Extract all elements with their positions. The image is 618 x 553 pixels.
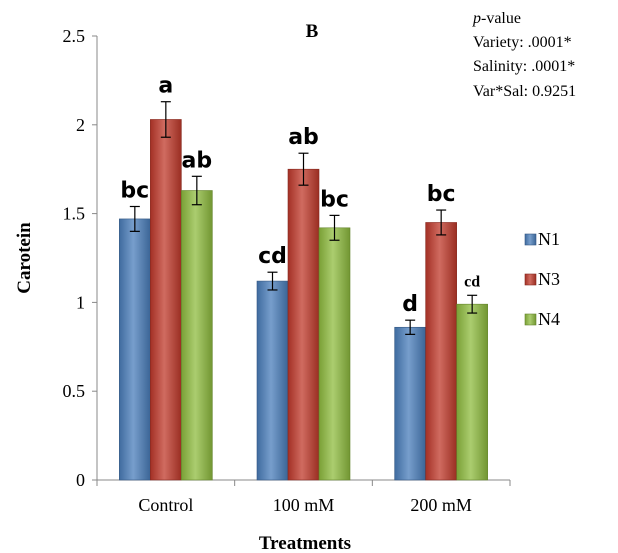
- p-value-line-variety: Variety: .0001*: [473, 34, 572, 51]
- bar-n4: [456, 303, 488, 481]
- bar-n1: [394, 326, 426, 481]
- x-tick-label: Control: [138, 495, 193, 515]
- significance-letter: bc: [427, 182, 456, 207]
- y-tick-label: 0: [76, 470, 85, 490]
- bar-n3: [425, 222, 457, 481]
- significance-letter: cd: [464, 273, 480, 290]
- legend: N1 N3 N4: [524, 229, 560, 329]
- bar-n1: [119, 218, 151, 481]
- bar-n1: [256, 280, 289, 481]
- x-tick-label: 100 mM: [273, 495, 335, 515]
- x-tick-label: 200 mM: [410, 495, 472, 515]
- significance-letter: cd: [258, 244, 287, 269]
- legend-label-n3: N3: [538, 269, 560, 289]
- p-value-heading-rest: -value: [481, 10, 521, 27]
- y-axis-label: Carotein: [14, 222, 35, 294]
- bar-n3: [287, 168, 320, 481]
- significance-letter: bc: [120, 178, 149, 203]
- legend-swatch-n3: [524, 273, 537, 286]
- bars-group: [119, 119, 488, 481]
- legend-label-n1: N1: [538, 229, 560, 249]
- significance-letter: ab: [288, 125, 319, 150]
- y-tick-label: 1: [76, 292, 85, 312]
- y-tick-label: 1.5: [63, 204, 86, 224]
- x-ticks: Control 100 mM 200 mM: [96, 480, 511, 515]
- legend-label-n4: N4: [538, 309, 560, 329]
- legend-swatch-n4: [524, 313, 537, 326]
- y-tick-label: 0.5: [63, 381, 86, 401]
- p-value-annotation: p-value Variety: .0001* Salinity: .0001*…: [472, 10, 576, 100]
- bar-n3: [150, 119, 182, 481]
- p-value-line-salinity: Salinity: .0001*: [473, 58, 575, 75]
- p-value-heading: p-value: [472, 10, 521, 27]
- p-value-heading-italic: p: [472, 10, 481, 27]
- bar-n4: [181, 190, 213, 481]
- significance-letter: bc: [320, 187, 349, 212]
- chart-title: B: [306, 21, 319, 42]
- y-tick-label: 2.5: [63, 26, 86, 46]
- x-axis-label: Treatments: [259, 533, 351, 553]
- bar-n4: [318, 227, 351, 481]
- significance-letters-group: bc a ab cd ab bc d bc cd: [120, 74, 480, 317]
- significance-letter: d: [402, 292, 418, 317]
- legend-swatch-n1: [524, 233, 537, 246]
- p-value-line-interaction: Var*Sal: 0.9251: [473, 83, 576, 100]
- significance-letter: ab: [182, 148, 213, 173]
- significance-letter: a: [158, 74, 173, 99]
- y-ticks: 0 0.5 1 1.5 2 2.5: [63, 26, 97, 490]
- y-tick-label: 2: [76, 115, 85, 135]
- error-bars-group: [129, 101, 478, 335]
